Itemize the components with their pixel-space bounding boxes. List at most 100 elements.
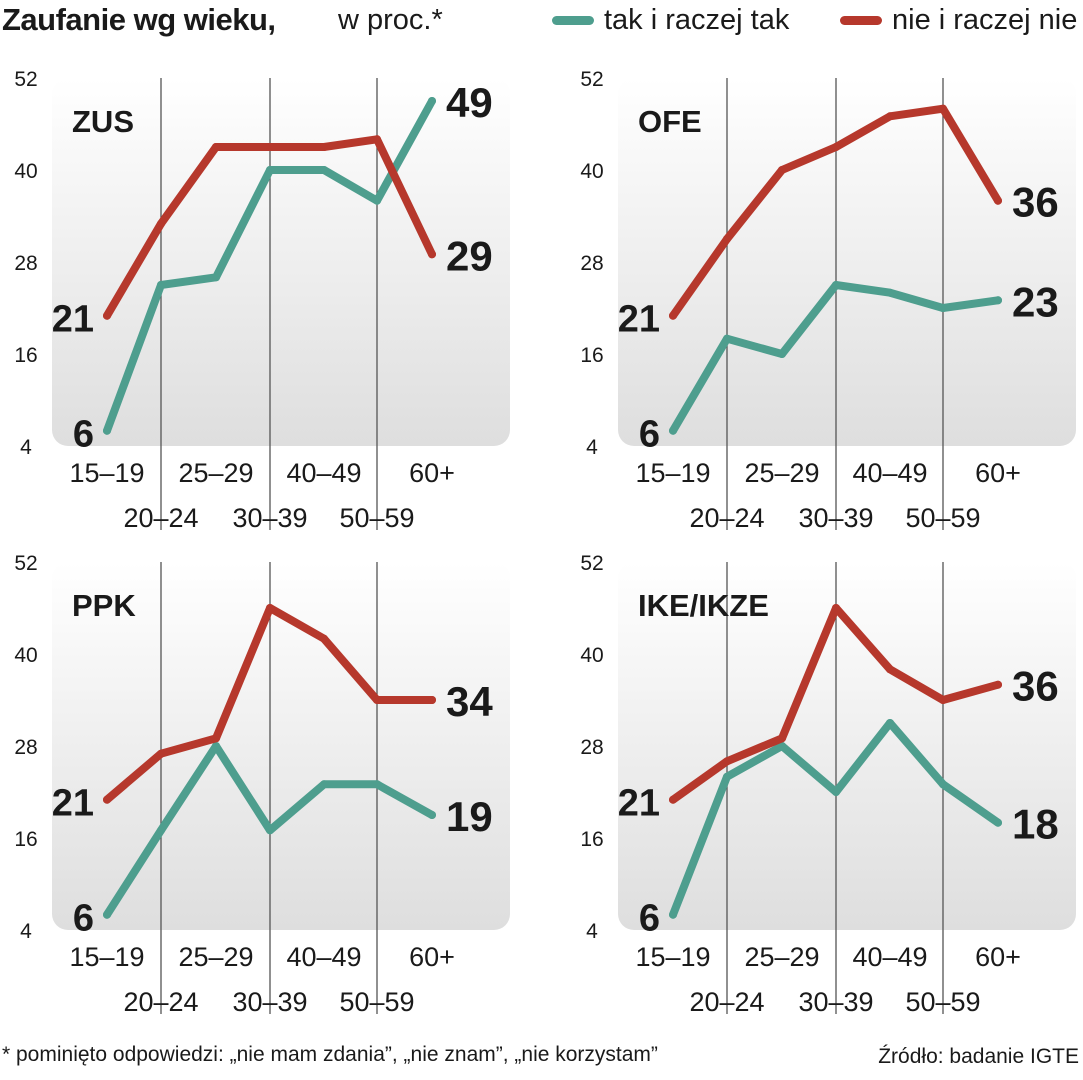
y-tick-label: 4 bbox=[586, 920, 598, 943]
data-point-yes bbox=[832, 281, 840, 289]
data-point-no bbox=[428, 696, 436, 704]
panel-title: PPK bbox=[72, 588, 136, 623]
data-point-yes bbox=[157, 826, 165, 835]
data-point-yes bbox=[428, 811, 436, 819]
x-tick-label: 15–19 bbox=[69, 458, 144, 488]
y-tick-label: 28 bbox=[14, 252, 37, 275]
data-point-no bbox=[886, 665, 894, 674]
data-point-no bbox=[832, 604, 840, 612]
legend-label-yes: tak i raczej tak bbox=[604, 4, 790, 36]
data-point-yes bbox=[212, 742, 220, 750]
header: Zaufanie wg wieku, w proc.* tak i raczej… bbox=[0, 0, 1083, 50]
start-label-no: 21 bbox=[618, 299, 660, 341]
data-point-yes bbox=[832, 788, 840, 796]
data-point-no bbox=[103, 795, 111, 804]
data-point-yes bbox=[373, 196, 381, 205]
y-tick-label: 52 bbox=[580, 552, 603, 575]
x-tick-label: 25–29 bbox=[178, 942, 253, 972]
data-point-yes bbox=[669, 910, 677, 919]
y-tick-label: 4 bbox=[20, 436, 32, 459]
y-tick-label: 52 bbox=[14, 552, 37, 575]
data-point-no bbox=[212, 734, 220, 743]
y-tick-label: 16 bbox=[14, 344, 37, 367]
data-point-no bbox=[157, 749, 165, 758]
x-tick-label: 15–19 bbox=[635, 942, 710, 972]
data-point-yes bbox=[723, 334, 731, 343]
data-point-yes bbox=[266, 826, 274, 835]
data-point-no bbox=[320, 634, 328, 643]
data-point-yes bbox=[939, 304, 947, 312]
data-point-no bbox=[994, 680, 1002, 689]
data-point-yes bbox=[320, 166, 328, 174]
data-point-no bbox=[266, 604, 274, 612]
x-tick-label: 50–59 bbox=[339, 987, 414, 1017]
y-tick-label: 4 bbox=[20, 920, 32, 943]
data-point-yes bbox=[939, 780, 947, 789]
start-label-no: 21 bbox=[52, 783, 94, 825]
end-label-yes: 19 bbox=[446, 793, 493, 840]
data-point-no bbox=[886, 112, 894, 121]
y-tick-label: 28 bbox=[14, 736, 37, 759]
y-tick-label: 52 bbox=[14, 68, 37, 91]
end-label-yes: 49 bbox=[446, 79, 493, 126]
x-tick-label: 60+ bbox=[975, 942, 1021, 972]
panel-title: ZUS bbox=[72, 104, 134, 139]
x-tick-label: 50–59 bbox=[905, 503, 980, 533]
y-tick-label: 52 bbox=[580, 68, 603, 91]
data-point-yes bbox=[723, 772, 731, 781]
x-tick-label: 40–49 bbox=[286, 942, 361, 972]
data-point-yes bbox=[886, 719, 894, 727]
data-point-yes bbox=[212, 273, 220, 282]
data-point-no bbox=[373, 135, 381, 144]
x-tick-label: 60+ bbox=[409, 458, 455, 488]
data-point-yes bbox=[320, 780, 328, 789]
start-label-yes: 6 bbox=[73, 414, 94, 456]
x-tick-label: 15–19 bbox=[635, 458, 710, 488]
x-tick-label: 20–24 bbox=[689, 987, 764, 1017]
data-point-no bbox=[428, 250, 436, 259]
data-point-no bbox=[939, 104, 947, 113]
source-note: Źródło: badanie IGTE bbox=[878, 1045, 1079, 1068]
y-tick-label: 4 bbox=[586, 436, 598, 459]
data-point-no bbox=[994, 196, 1002, 205]
end-label-no: 34 bbox=[446, 678, 493, 725]
x-tick-label: 25–29 bbox=[744, 458, 819, 488]
panel-ike-ikze bbox=[618, 562, 1076, 930]
data-point-yes bbox=[103, 426, 111, 435]
y-tick-label: 28 bbox=[580, 736, 603, 759]
chart-title: Zaufanie wg wieku, bbox=[2, 2, 276, 37]
start-label-yes: 6 bbox=[639, 898, 660, 940]
data-point-no bbox=[157, 219, 165, 228]
data-point-no bbox=[939, 696, 947, 704]
legend-swatch-yes bbox=[552, 16, 594, 25]
x-tick-label: 20–24 bbox=[689, 503, 764, 533]
x-tick-label: 30–39 bbox=[798, 503, 873, 533]
x-tick-label: 30–39 bbox=[798, 987, 873, 1017]
data-point-no bbox=[832, 143, 840, 151]
start-label-yes: 6 bbox=[73, 898, 94, 940]
data-point-yes bbox=[266, 166, 274, 174]
data-point-yes bbox=[778, 742, 786, 750]
data-point-no bbox=[778, 166, 786, 174]
data-point-yes bbox=[994, 818, 1002, 827]
end-label-yes: 18 bbox=[1012, 801, 1059, 848]
x-tick-label: 60+ bbox=[409, 942, 455, 972]
y-tick-label: 16 bbox=[14, 828, 37, 851]
x-tick-label: 50–59 bbox=[339, 503, 414, 533]
start-label-no: 21 bbox=[52, 299, 94, 341]
data-point-yes bbox=[778, 350, 786, 358]
data-point-no bbox=[723, 757, 731, 766]
y-tick-label: 40 bbox=[580, 160, 603, 183]
data-point-no bbox=[212, 143, 220, 151]
end-label-no: 29 bbox=[446, 232, 493, 279]
data-point-yes bbox=[886, 288, 894, 297]
data-point-no bbox=[103, 311, 111, 320]
x-tick-label: 40–49 bbox=[852, 458, 927, 488]
x-tick-label: 40–49 bbox=[286, 458, 361, 488]
data-point-no bbox=[723, 235, 731, 243]
x-tick-label: 30–39 bbox=[232, 987, 307, 1017]
y-tick-label: 16 bbox=[580, 344, 603, 367]
data-point-yes bbox=[103, 910, 111, 919]
data-point-yes bbox=[994, 296, 1002, 305]
x-tick-label: 50–59 bbox=[905, 987, 980, 1017]
